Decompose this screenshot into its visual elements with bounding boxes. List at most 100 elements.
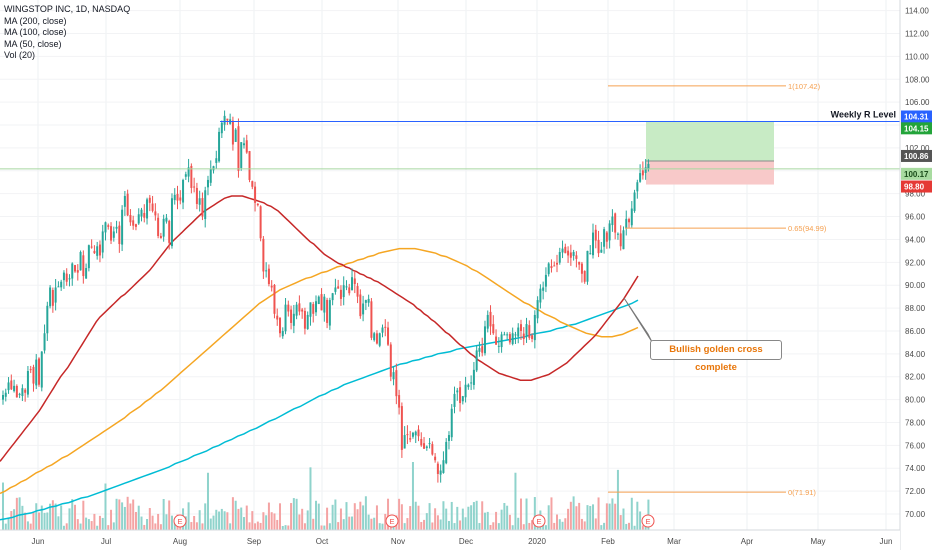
- volume-bar: [500, 509, 503, 530]
- candle-body: [265, 270, 268, 272]
- volume-bar: [159, 524, 162, 530]
- loss-zone: [646, 160, 774, 185]
- volume-bar: [508, 514, 511, 530]
- volume-bar: [137, 505, 140, 530]
- price-tick-label: 94.00: [905, 235, 926, 244]
- volume-bar: [492, 522, 495, 530]
- time-tick-label: May: [810, 537, 825, 546]
- price-tick-label: 96.00: [905, 213, 926, 222]
- volume-bar: [472, 502, 475, 530]
- candle-body: [395, 370, 398, 397]
- earnings-marker-icon[interactable]: [173, 514, 187, 528]
- volume-bar: [403, 523, 406, 530]
- volume-bar: [132, 499, 135, 530]
- volume-bar: [46, 512, 49, 530]
- volume-bar: [287, 525, 290, 530]
- volume-bar: [442, 501, 445, 530]
- candle-body: [240, 142, 243, 168]
- candle-body: [184, 174, 187, 177]
- candle-body: [248, 151, 251, 180]
- volume-bar: [71, 499, 74, 530]
- legend-volume: Vol (20): [4, 50, 36, 60]
- volume-bar: [281, 525, 284, 530]
- volume-bar: [528, 522, 531, 530]
- time-axis-bg: [0, 530, 900, 550]
- candle-body: [597, 239, 600, 254]
- candle-body: [206, 179, 209, 188]
- candle-body: [345, 286, 348, 288]
- volume-bar: [370, 518, 373, 530]
- volume-bar: [118, 499, 121, 530]
- volume-bar: [616, 469, 619, 530]
- candle-body: [226, 118, 229, 121]
- volume-bar: [400, 504, 403, 530]
- candle-body: [414, 431, 417, 436]
- candle-body: [112, 231, 115, 238]
- candle-body: [489, 311, 492, 327]
- volume-bar: [68, 508, 71, 530]
- candle-body: [98, 244, 101, 256]
- volume-bar: [303, 523, 306, 530]
- volume-bar: [87, 519, 90, 530]
- candle-body: [531, 335, 534, 339]
- volume-bars: [2, 462, 650, 530]
- candle-body: [348, 287, 351, 294]
- candlesticks: [2, 110, 650, 483]
- candle-body: [575, 255, 578, 259]
- candle-body: [21, 388, 24, 397]
- candle-body: [279, 317, 281, 334]
- candle-body: [378, 333, 381, 346]
- candle-body: [411, 432, 414, 437]
- volume-bar: [342, 519, 345, 530]
- earnings-marker-icon[interactable]: [385, 514, 399, 528]
- volume-bar: [583, 521, 586, 530]
- volume-bar: [569, 501, 572, 530]
- volume-bar: [256, 521, 259, 530]
- volume-bar: [223, 511, 226, 530]
- volume-bar: [295, 498, 298, 530]
- candle-body: [500, 334, 503, 348]
- candle-body: [231, 120, 234, 145]
- candle-body: [628, 219, 631, 223]
- candle-body: [550, 266, 553, 269]
- candle-body: [126, 193, 129, 216]
- candle-body: [464, 384, 467, 398]
- volume-bar: [608, 503, 611, 530]
- price-tick-label: 110.00: [905, 52, 929, 61]
- candle-body: [51, 290, 54, 306]
- candle-body: [15, 385, 18, 398]
- golden-cross-callout[interactable]: Bullish golden cross complete: [650, 340, 782, 373]
- volume-bar: [456, 506, 459, 530]
- candle-body: [375, 333, 378, 344]
- candle-body: [647, 163, 650, 170]
- price-tick-label: 102.00: [905, 144, 930, 153]
- volume-bar: [586, 505, 589, 530]
- price-axis[interactable]: 70.00 72.00 74.00 76.00 78.00 80.00 82.00 84.00…: [899, 0, 932, 550]
- time-axis[interactable]: Jun Jul Aug Sep Oct Nov Dec 2020 Feb Mar Apr May Jun: [0, 529, 900, 550]
- volume-bar: [298, 514, 301, 530]
- candle-body: [439, 470, 442, 475]
- candle-body: [436, 463, 439, 474]
- candle-body: [43, 333, 46, 351]
- time-tick-label: 2020: [528, 537, 546, 546]
- volume-bar: [7, 517, 10, 530]
- price-tick-label: 72.00: [905, 487, 926, 496]
- candle-body: [514, 334, 517, 336]
- volume-bar: [315, 500, 318, 530]
- candle-body: [212, 166, 215, 171]
- candle-body: [364, 300, 367, 303]
- candle-body: [148, 197, 151, 203]
- volume-bar: [312, 518, 315, 530]
- volume-bar: [475, 500, 478, 530]
- candle-body: [503, 334, 506, 336]
- earnings-marker-icon[interactable]: [532, 514, 546, 528]
- candle-body: [121, 209, 124, 245]
- volume-bar: [356, 509, 359, 530]
- volume-bar: [267, 502, 270, 530]
- volume-bar: [450, 501, 453, 530]
- volume-bar: [614, 503, 617, 530]
- candle-body: [165, 217, 168, 222]
- earnings-marker-icon[interactable]: [641, 514, 655, 528]
